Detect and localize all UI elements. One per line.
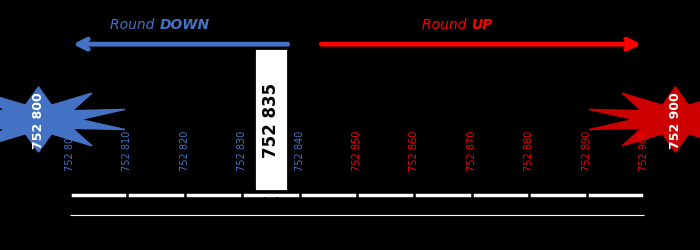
Text: 752 860: 752 860	[410, 130, 419, 170]
Text: 752 850: 752 850	[352, 130, 362, 170]
Text: 752 800: 752 800	[32, 92, 45, 148]
FancyBboxPatch shape	[254, 49, 288, 191]
Polygon shape	[0, 88, 125, 152]
Text: 752 830: 752 830	[237, 130, 247, 170]
Text: 752 870: 752 870	[467, 130, 477, 170]
Text: Round: Round	[422, 18, 470, 32]
Text: 752 810: 752 810	[122, 130, 132, 170]
Text: DOWN: DOWN	[160, 18, 209, 32]
Text: 752 880: 752 880	[524, 130, 534, 170]
Text: 752 820: 752 820	[180, 130, 190, 170]
Text: Round: Round	[111, 18, 160, 32]
Text: 752 900: 752 900	[639, 130, 649, 170]
Text: 752 890: 752 890	[582, 130, 591, 170]
Text: UP: UP	[470, 18, 492, 32]
Text: 752 840: 752 840	[295, 130, 304, 170]
Text: 752 900: 752 900	[669, 92, 682, 148]
Text: 752 800: 752 800	[65, 130, 75, 170]
Polygon shape	[589, 88, 700, 152]
Text: 752 835: 752 835	[262, 82, 280, 158]
